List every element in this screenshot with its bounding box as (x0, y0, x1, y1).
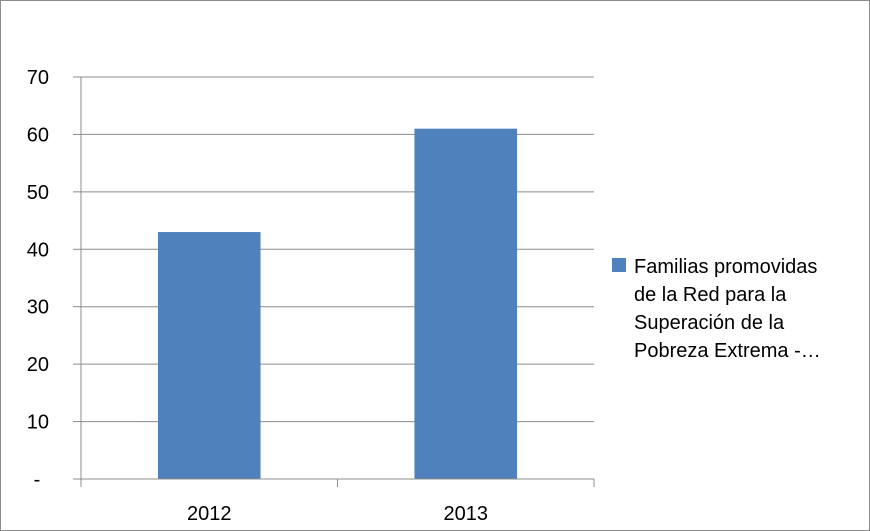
legend-label-line-2: de la Red para la (634, 284, 787, 306)
legend: Familias promovidas de la Red para la Su… (612, 256, 821, 362)
legend-label-line-3: Superación de la (634, 312, 785, 334)
y-tick-label: 50 (27, 182, 49, 204)
x-tick-label: 2012 (187, 503, 232, 525)
legend-label-line-1: Familias promovidas (634, 256, 817, 278)
y-tick-label: - (34, 469, 41, 491)
y-tick-label: 10 (27, 412, 49, 434)
x-axis-ticks: 2012 2013 (80, 479, 595, 525)
y-tick-label: 20 (27, 354, 49, 376)
y-tick-label: 40 (27, 239, 49, 261)
x-tick-label: 2013 (444, 503, 489, 525)
y-axis-ticks: - 10 20 30 40 50 60 70 (27, 67, 81, 491)
bar-2013 (414, 128, 518, 479)
y-tick-label: 70 (27, 67, 49, 89)
legend-swatch (612, 258, 626, 272)
legend-label-line-4: Pobreza Extrema -… (634, 340, 821, 362)
bars (157, 128, 518, 479)
bar-2012 (157, 232, 261, 479)
y-tick-label: 30 (27, 297, 49, 319)
y-tick-label: 60 (27, 124, 49, 146)
